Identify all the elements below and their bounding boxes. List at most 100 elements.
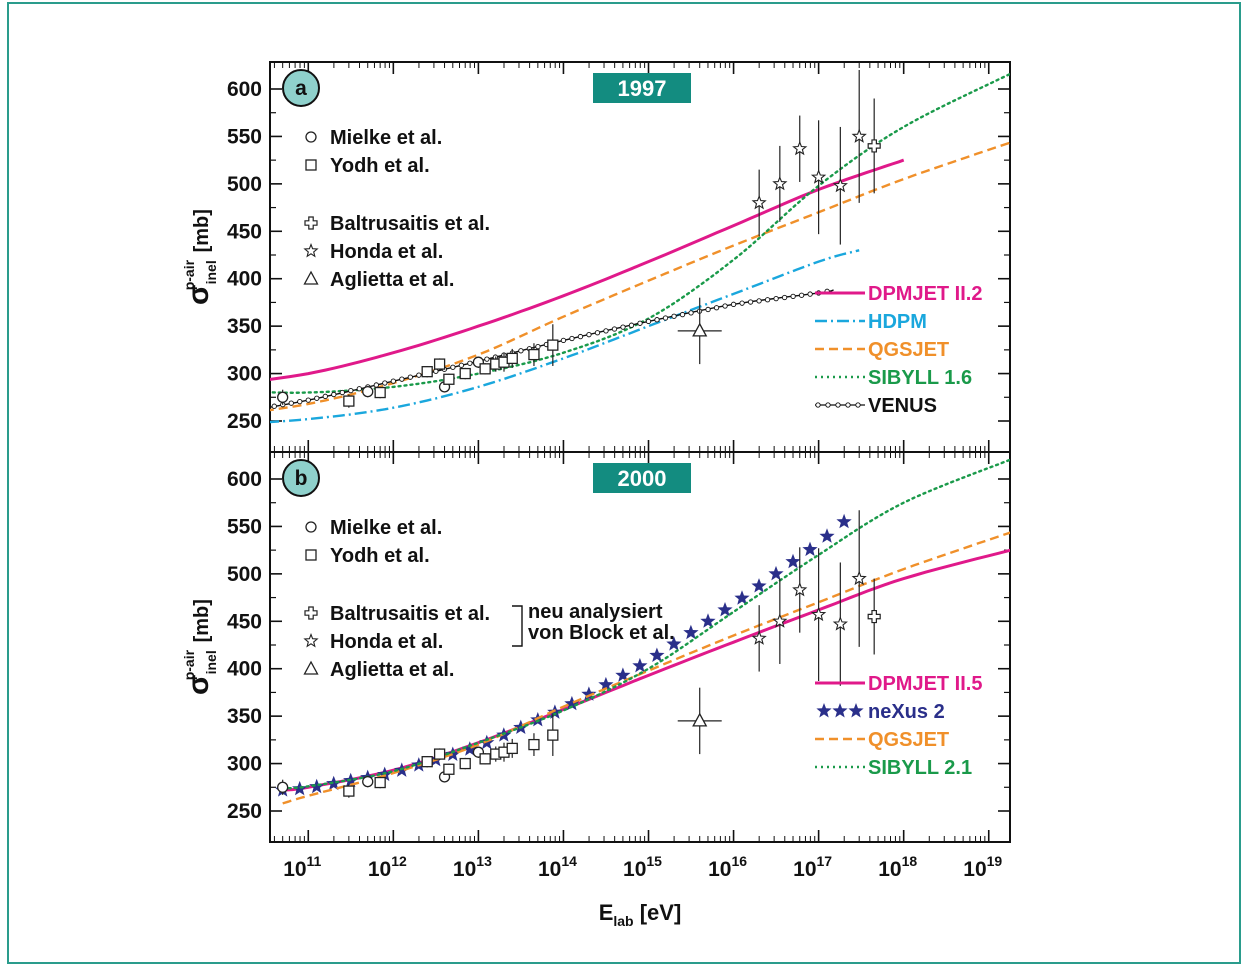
series-star: [768, 565, 784, 581]
model-legend-label: SIBYLL 2.1: [868, 757, 972, 779]
year-badge: [593, 463, 691, 493]
series-marker: [390, 378, 396, 384]
model-legend-label: DPMJET II.5: [868, 673, 982, 695]
year-badge-text: 2000: [618, 466, 667, 491]
y-tick-label: 550: [227, 125, 262, 148]
x-tick-label: 1014: [538, 853, 577, 881]
series-marker: [756, 298, 762, 304]
data-legend-label: Baltrusaitis et al.: [330, 213, 490, 235]
series-star: [666, 636, 682, 651]
measurement-marker: [810, 606, 827, 622]
model-legend-marker: [825, 402, 831, 408]
x-tick-label: 1016: [708, 853, 747, 881]
series-line: [270, 158, 905, 381]
series-marker: [790, 293, 796, 300]
reanalysis-note: von Block et al.: [528, 622, 675, 644]
x-tick-label: 1017: [793, 853, 832, 881]
y-tick-label: 350: [227, 315, 262, 338]
series-marker: [484, 356, 490, 362]
series-marker: [348, 387, 354, 394]
panel-b: 250 300 350 400 450 500 550 600 σinelp-air [mb] b…: [181, 451, 1011, 843]
measurement-marker: [792, 581, 808, 597]
data-legend-marker: [303, 242, 319, 258]
series-marker: [297, 398, 303, 405]
measurement-marker: [851, 570, 867, 586]
model-legend-label: neXus 2: [868, 701, 945, 723]
model-legend-marker: [845, 402, 851, 408]
series-marker: [671, 313, 677, 319]
measurement-marker: [547, 339, 559, 351]
model-legend-label: VENUS: [868, 395, 937, 417]
series-marker: [221, 413, 225, 417]
x-tick-label: 1015: [623, 853, 662, 881]
measurement-marker: [528, 348, 540, 361]
model-legend-marker: [816, 703, 832, 718]
x-tick-label: 1019: [963, 853, 1002, 881]
measurement-marker: [506, 352, 518, 365]
data-legend-label: Yodh et al.: [330, 155, 430, 177]
measurement-marker: [810, 169, 827, 184]
model-legend-marker: [848, 703, 864, 718]
measurement-marker: [459, 757, 471, 770]
measurement-marker: [343, 395, 355, 407]
data-legend-label: Honda et al.: [330, 241, 443, 263]
year-badge-text: 1997: [618, 76, 667, 101]
series-marker: [467, 360, 473, 366]
y-tick-label: 400: [227, 658, 262, 681]
panel-label-badge: [282, 69, 320, 107]
series-marker: [645, 318, 652, 325]
series-star: [802, 541, 818, 557]
measurement-marker: [343, 785, 355, 797]
measurement-marker: [421, 366, 433, 378]
data-legend-marker: [303, 632, 319, 648]
series-marker: [705, 306, 711, 313]
series-marker: [322, 393, 328, 399]
data-legend-marker: [303, 270, 319, 285]
measurement-marker: [479, 363, 491, 375]
series-marker: [739, 300, 745, 306]
series-marker: [781, 294, 788, 301]
series-marker: [373, 382, 379, 388]
y-tick-label: 250: [227, 410, 262, 433]
panel-label-badge: [282, 459, 320, 497]
y-tick-label: 300: [227, 363, 262, 386]
series-line: [270, 249, 860, 424]
data-legend-label: Mielke et al.: [330, 517, 442, 539]
reanalysis-note: neu analysiert: [528, 601, 663, 623]
y-axis-label: σinelp-air [mb]: [181, 209, 219, 305]
measurement-marker: [851, 128, 867, 143]
measurement-marker: [772, 613, 788, 628]
data-legend-marker: [305, 521, 317, 533]
series-star: [751, 578, 767, 593]
x-tick-label: 1011: [283, 853, 321, 881]
series-marker: [569, 335, 575, 342]
series-marker: [722, 303, 728, 309]
series-marker: [339, 389, 345, 396]
series-marker: [611, 326, 618, 332]
measurement-marker: [692, 712, 708, 727]
series-marker: [450, 364, 456, 370]
x-tick-label: 1013: [453, 853, 492, 881]
y-tick-label: 450: [227, 610, 262, 633]
series-star: [649, 647, 665, 662]
y-tick-label: 600: [227, 468, 262, 491]
series-marker: [356, 386, 362, 392]
series-marker: [288, 400, 294, 406]
series-marker: [603, 328, 609, 334]
data-legend-marker: [304, 216, 318, 230]
model-legend-marker: [855, 402, 861, 408]
series-marker: [730, 301, 737, 307]
series-marker: [679, 311, 686, 318]
data-legend-label: Baltrusaitis et al.: [330, 603, 490, 625]
measurement-marker: [832, 177, 848, 193]
model-legend-marker: [832, 703, 848, 718]
model-legend-label: DPMJET II.2: [868, 283, 982, 305]
x-tick-label: 1012: [368, 853, 407, 881]
y-tick-label: 500: [227, 563, 262, 586]
series-star: [734, 590, 750, 605]
series-marker: [264, 406, 268, 410]
series-star: [785, 553, 801, 569]
measurement-marker: [433, 358, 446, 370]
series-star: [632, 657, 648, 673]
